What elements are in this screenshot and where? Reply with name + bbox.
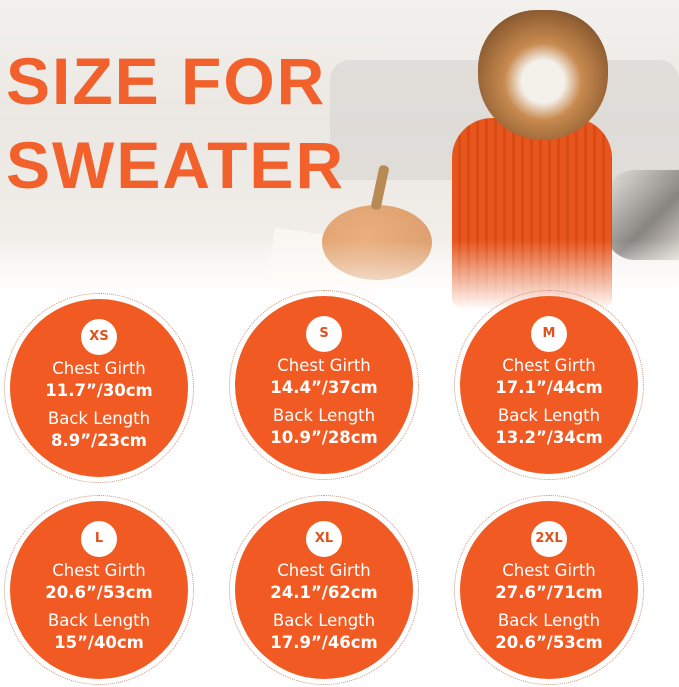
title-line-2: SWEATER	[6, 128, 346, 202]
chest-value: 24.1”/62cm	[270, 582, 378, 602]
size-circle: L Chest Girth 20.6”/53cm Back Length 15”…	[10, 501, 188, 679]
size-badge: L	[81, 520, 117, 557]
size-badge: XS	[81, 318, 117, 355]
size-card-xs: XS Chest Girth 11.7”/30cm Back Length 8.…	[4, 293, 194, 483]
size-circle: XS Chest Girth 11.7”/30cm Back Length 8.…	[10, 299, 188, 477]
size-badge: 2XL	[531, 520, 567, 557]
chest-value: 14.4”/37cm	[270, 377, 378, 397]
size-badge: M	[531, 315, 567, 352]
chest-value: 17.1”/44cm	[495, 377, 603, 397]
back-value: 20.6”/53cm	[495, 632, 603, 652]
size-card-l: L Chest Girth 20.6”/53cm Back Length 15”…	[4, 495, 194, 685]
back-label: Back Length	[272, 405, 376, 425]
chest-label: Chest Girth	[52, 358, 146, 378]
back-label: Back Length	[47, 408, 151, 428]
chest-label: Chest Girth	[502, 560, 596, 580]
chest-value: 11.7”/30cm	[45, 380, 153, 400]
size-circle: 2XL Chest Girth 27.6”/71cm Back Length 2…	[460, 501, 638, 679]
chest-label: Chest Girth	[502, 355, 596, 375]
back-value: 8.9”/23cm	[50, 430, 148, 450]
title-line-1: SIZE FOR	[6, 44, 327, 118]
size-circle: S Chest Girth 14.4”/37cm Back Length 10.…	[235, 296, 413, 474]
back-value: 15”/40cm	[54, 632, 144, 652]
size-card-2xl: 2XL Chest Girth 27.6”/71cm Back Length 2…	[454, 495, 644, 685]
size-card-xl: XL Chest Girth 24.1”/62cm Back Length 17…	[229, 495, 419, 685]
back-value: 17.9”/46cm	[270, 632, 378, 652]
chest-label: Chest Girth	[277, 355, 371, 375]
chest-label: Chest Girth	[52, 560, 146, 580]
back-label: Back Length	[497, 610, 601, 630]
back-label: Back Length	[47, 610, 151, 630]
back-label: Back Length	[272, 610, 376, 630]
back-value: 10.9”/28cm	[270, 427, 378, 447]
back-label: Back Length	[497, 405, 601, 425]
size-circle: M Chest Girth 17.1”/44cm Back Length 13.…	[460, 296, 638, 474]
size-card-s: S Chest Girth 14.4”/37cm Back Length 10.…	[229, 290, 419, 480]
dog-head	[478, 10, 608, 140]
size-badge: XL	[306, 520, 342, 557]
chest-value: 20.6”/53cm	[45, 582, 153, 602]
beagle-sweater-photo	[0, 0, 679, 310]
back-value: 13.2”/34cm	[495, 427, 603, 447]
chest-label: Chest Girth	[277, 560, 371, 580]
size-card-m: M Chest Girth 17.1”/44cm Back Length 13.…	[454, 290, 644, 480]
size-circle: XL Chest Girth 24.1”/62cm Back Length 17…	[235, 501, 413, 679]
size-badge: S	[306, 315, 342, 352]
chest-value: 27.6”/71cm	[495, 582, 603, 602]
